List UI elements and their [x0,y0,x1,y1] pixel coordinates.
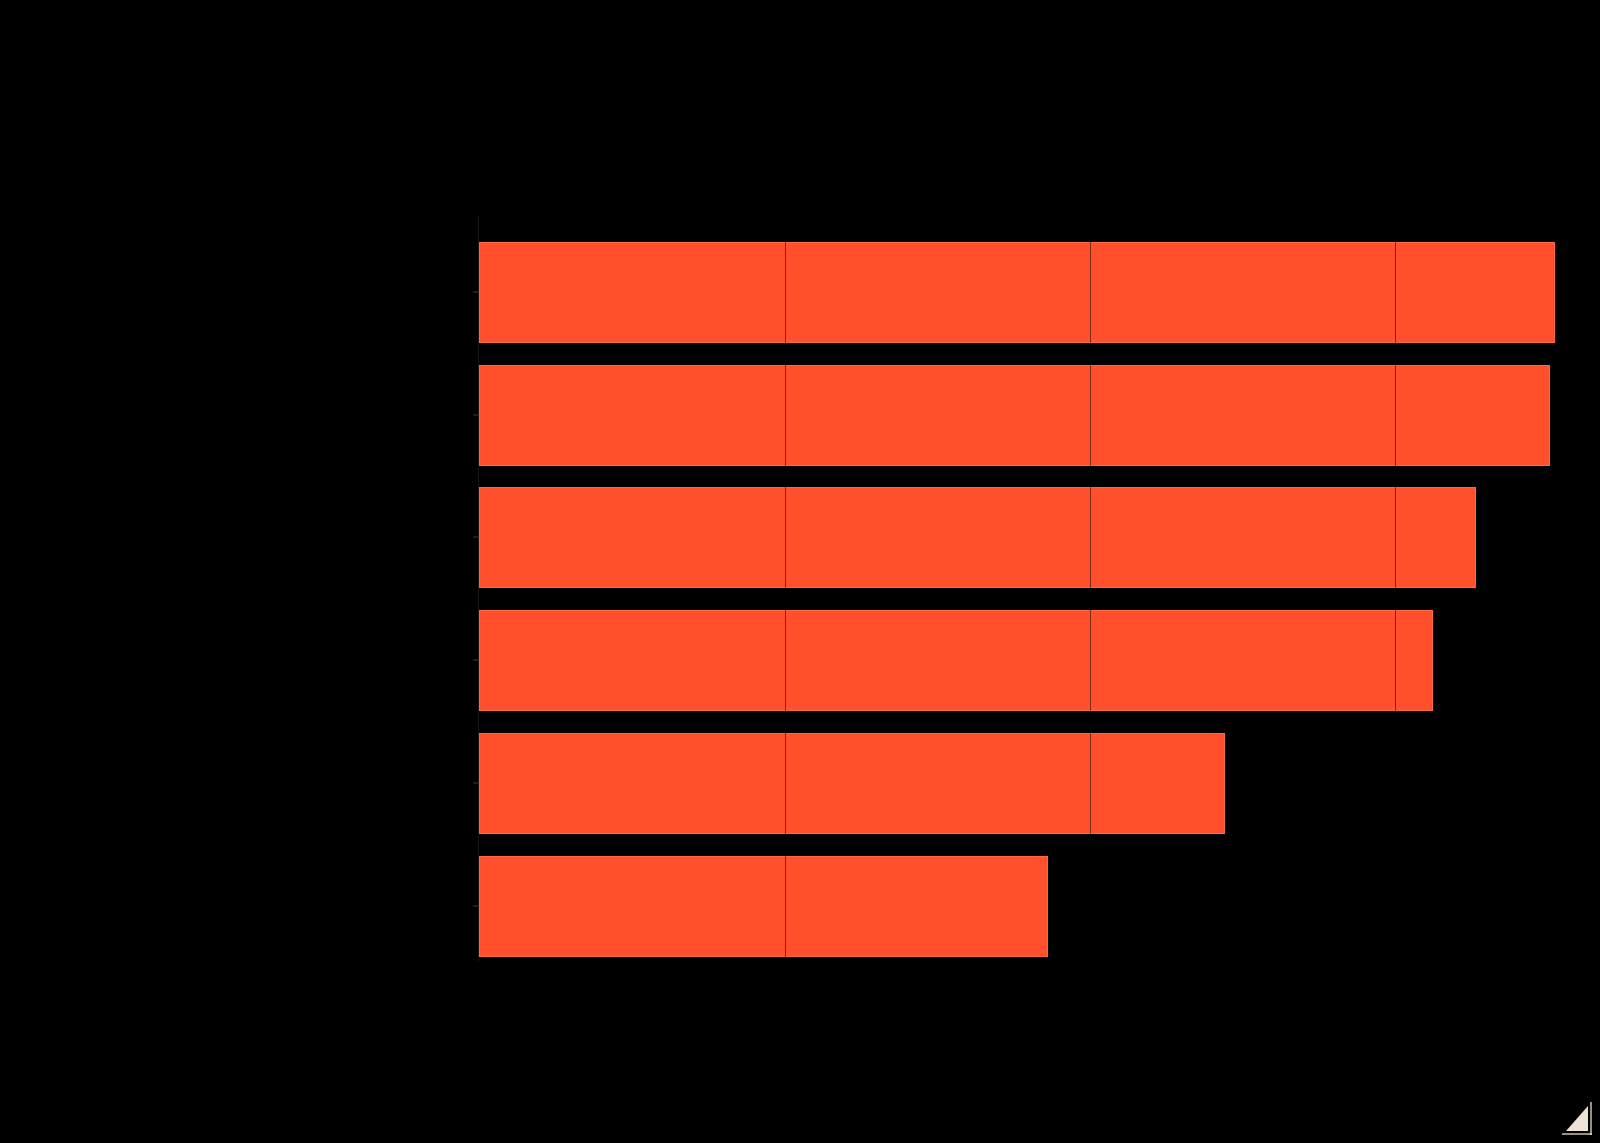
bar [479,487,1476,588]
bar [479,610,1433,711]
bar [479,242,1555,343]
bar [479,733,1225,834]
bar [479,856,1048,957]
x-gridline [785,216,786,962]
y-axis-spine [478,216,479,962]
y-axis-tick [473,782,478,784]
bar [479,365,1550,466]
y-axis-tick [473,414,478,416]
x-gridline [1090,216,1091,962]
y-axis-tick [473,905,478,907]
y-axis-tick [473,291,478,293]
y-axis-tick [473,659,478,661]
y-axis-tick [473,536,478,538]
x-gridline [1395,216,1396,962]
